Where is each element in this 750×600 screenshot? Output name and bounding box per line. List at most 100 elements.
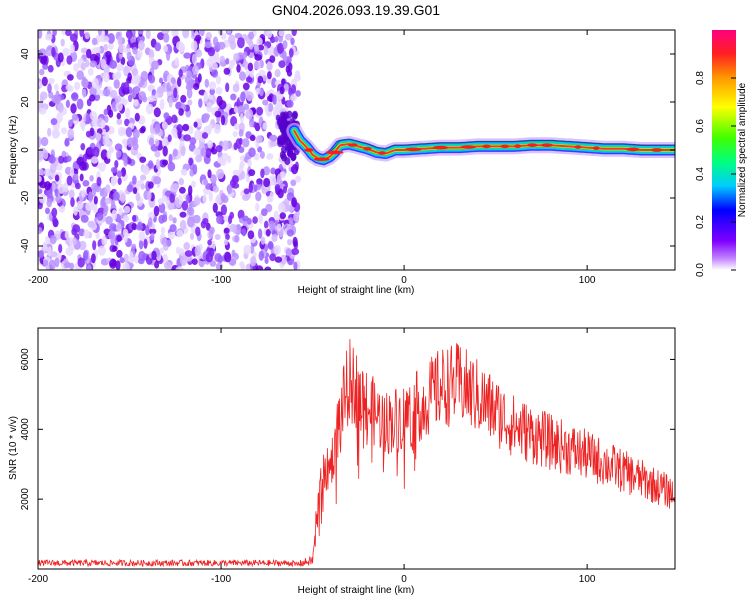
noise-dot bbox=[163, 262, 172, 270]
noise-dot bbox=[277, 42, 285, 54]
noise-dot bbox=[278, 30, 285, 37]
ridge-peak bbox=[432, 145, 449, 150]
noise-dot bbox=[240, 91, 246, 102]
noise-dot bbox=[110, 167, 118, 173]
noise-dot bbox=[264, 220, 269, 229]
ridge-peak bbox=[541, 143, 553, 147]
noise-dot bbox=[188, 157, 194, 166]
noise-dot bbox=[116, 63, 125, 72]
noise-dot bbox=[47, 127, 52, 137]
y-tick-label: 40 bbox=[20, 48, 31, 60]
snr-series-line bbox=[38, 339, 675, 568]
noise-dot bbox=[207, 139, 213, 149]
noise-dot bbox=[263, 177, 271, 188]
noise-dot bbox=[116, 249, 123, 258]
ridge-peak bbox=[592, 146, 600, 150]
noise-dot bbox=[43, 149, 49, 160]
noise-dot bbox=[86, 48, 92, 59]
noise-dot bbox=[137, 49, 143, 59]
noise-dot bbox=[139, 156, 147, 163]
noise-dot bbox=[72, 237, 77, 245]
noise-dot bbox=[274, 69, 281, 78]
noise-dot bbox=[167, 134, 172, 143]
noise-dot bbox=[190, 40, 198, 51]
noise-dot bbox=[124, 118, 130, 127]
ridge-peak bbox=[304, 148, 314, 152]
noise-dot bbox=[41, 76, 48, 87]
noise-dot bbox=[137, 30, 144, 35]
noise-dot bbox=[167, 161, 176, 172]
noise-dot bbox=[123, 232, 128, 243]
noise-dot bbox=[248, 40, 254, 50]
colorbar-tick-label: 0.4 bbox=[695, 167, 706, 181]
noise-dot bbox=[145, 224, 150, 236]
noise-dot bbox=[294, 175, 301, 183]
noise-dot bbox=[239, 113, 244, 123]
noise-dot bbox=[192, 64, 199, 75]
noise-dot bbox=[138, 258, 145, 265]
noise-dot bbox=[142, 96, 148, 103]
noise-dot bbox=[131, 243, 137, 250]
noise-dot bbox=[96, 176, 102, 187]
noise-dot bbox=[73, 63, 79, 72]
noise-dot bbox=[243, 188, 250, 195]
noise-dot bbox=[157, 198, 163, 206]
noise-dot bbox=[242, 194, 250, 201]
noise-dot bbox=[260, 168, 265, 179]
noise-dot bbox=[230, 116, 238, 127]
noise-dot bbox=[58, 243, 63, 254]
noise-dot bbox=[248, 147, 256, 158]
noise-dot bbox=[50, 118, 58, 126]
noise-dot bbox=[261, 208, 268, 217]
noise-dot bbox=[284, 33, 293, 41]
noise-dot bbox=[48, 259, 56, 270]
noise-dot bbox=[38, 226, 43, 235]
noise-dot bbox=[204, 78, 209, 88]
noise-dot bbox=[207, 123, 213, 132]
noise-dot bbox=[48, 77, 55, 85]
noise-dot bbox=[173, 87, 178, 99]
noise-dot bbox=[162, 45, 168, 53]
noise-dot bbox=[51, 128, 60, 139]
noise-dot bbox=[88, 191, 94, 203]
noise-dot bbox=[89, 94, 96, 102]
noise-dot bbox=[65, 247, 74, 256]
noise-dot bbox=[291, 111, 298, 120]
noise-dot bbox=[281, 136, 288, 144]
noise-dot bbox=[81, 189, 86, 198]
noise-dot bbox=[163, 112, 170, 120]
noise-dot bbox=[147, 95, 155, 103]
noise-dot bbox=[67, 74, 74, 81]
noise-dot bbox=[195, 49, 203, 58]
noise-dot bbox=[256, 178, 263, 185]
noise-dot bbox=[256, 37, 263, 46]
noise-dot bbox=[279, 254, 287, 265]
noise-dot bbox=[38, 168, 44, 177]
noise-dot bbox=[207, 47, 215, 57]
noise-dot bbox=[194, 34, 202, 42]
ridge-peak bbox=[460, 145, 477, 149]
noise-dot bbox=[279, 212, 286, 220]
noise-dot bbox=[209, 87, 215, 96]
noise-dot bbox=[290, 179, 297, 187]
noise-dot bbox=[87, 220, 95, 228]
noise-dot bbox=[241, 138, 250, 148]
noise-dot bbox=[262, 75, 268, 82]
noise-dot bbox=[178, 68, 183, 78]
noise-dot bbox=[232, 224, 237, 235]
noise-dot bbox=[38, 150, 44, 161]
noise-dot bbox=[143, 238, 148, 249]
snr-x-axis-label: Height of straight line (km) bbox=[298, 585, 415, 596]
spectrogram-x-ticks: -200 -100 0 100 bbox=[28, 30, 596, 286]
noise-dot bbox=[290, 94, 297, 102]
noise-dot bbox=[185, 254, 193, 262]
noise-dot bbox=[290, 153, 297, 161]
y-tick-label: 0 bbox=[20, 147, 31, 153]
ridge-peak bbox=[574, 145, 582, 149]
noise-dot bbox=[243, 244, 252, 255]
noise-dot bbox=[73, 206, 78, 216]
noise-dot bbox=[44, 168, 52, 177]
noise-dot bbox=[266, 153, 274, 160]
noise-dot bbox=[219, 55, 225, 63]
